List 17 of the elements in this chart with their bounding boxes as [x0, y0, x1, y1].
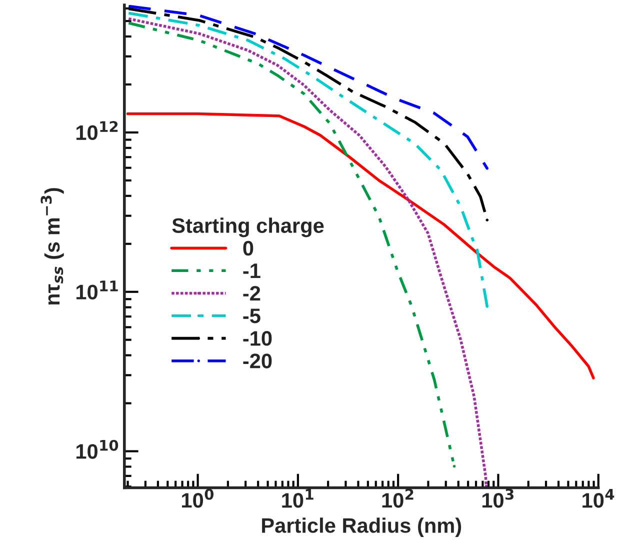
y-axis-title: nτ$_{ss}$ (s m$^{−3}$) [40, 188, 64, 305]
x-tick-label: 10$^{2}$ [382, 488, 414, 508]
legend-label: -10 [243, 331, 272, 346]
x-axis-title: Particle Radius (nm) [262, 518, 462, 538]
y-tick-label: 10$^{12}$ [76, 121, 118, 140]
x-tick-label: 10$^{3}$ [482, 488, 514, 508]
legend-label: -2 [243, 286, 260, 301]
legend-label: -20 [243, 354, 272, 368]
legend-label: -5 [243, 308, 260, 324]
legend-title: Starting charge [172, 218, 324, 238]
legend-label: 0 [243, 240, 254, 256]
x-tick-label: 10$^{1}$ [282, 488, 314, 508]
y-tick-label: 10$^{11}$ [76, 280, 118, 300]
y-tick-label: 10$^{10}$ [76, 440, 118, 459]
x-tick-label: 10$^{0}$ [182, 488, 214, 508]
legend-label: -1 [243, 264, 260, 278]
x-tick-label: 10$^{4}$ [582, 488, 614, 508]
